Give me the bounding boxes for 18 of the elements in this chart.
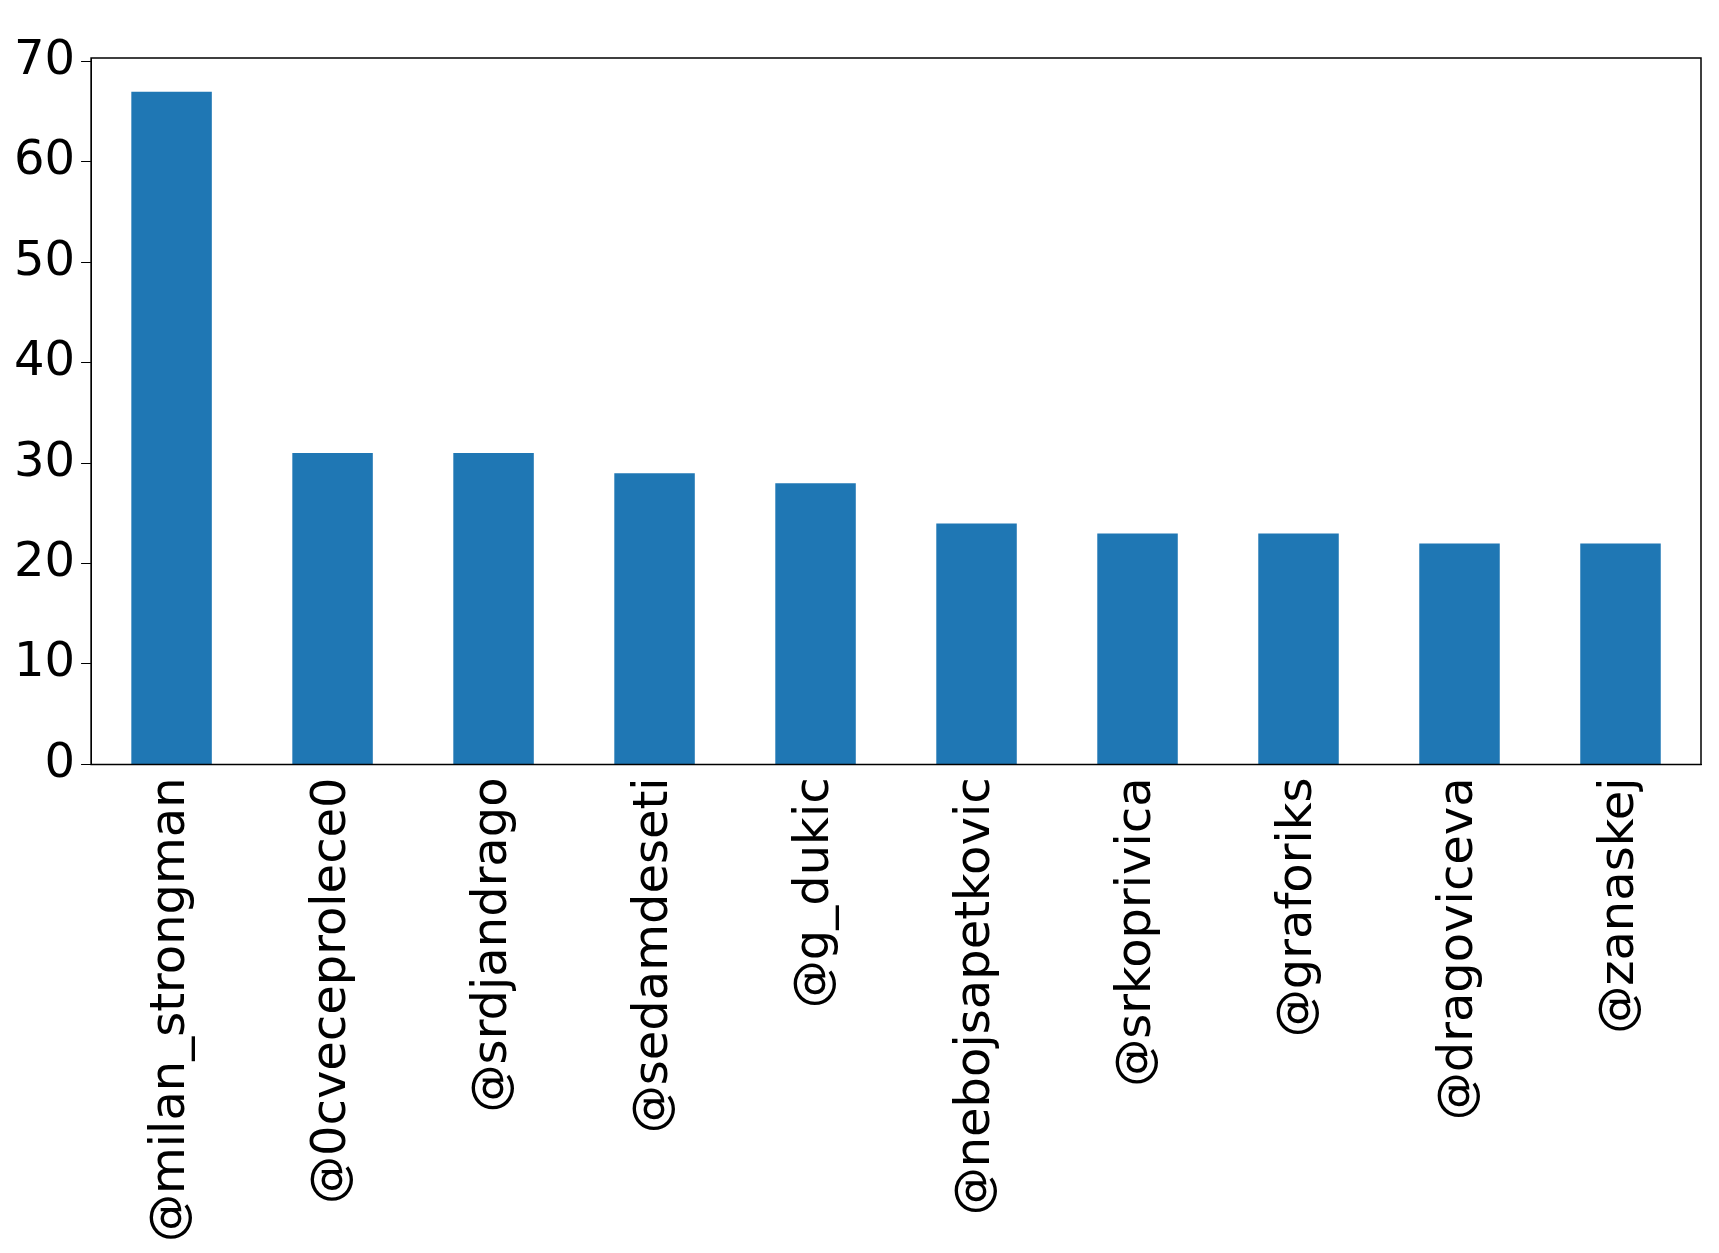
x-tick-label: @milan_strongman bbox=[139, 777, 196, 1242]
y-tick-label: 70 bbox=[14, 28, 76, 85]
y-tick-label: 60 bbox=[14, 129, 76, 186]
y-tick-label: 50 bbox=[14, 229, 76, 286]
x-tick-label: @g_dukic bbox=[783, 777, 840, 1009]
x-tick-label: @srdjandrago bbox=[461, 777, 518, 1113]
y-tick-label: 20 bbox=[14, 531, 76, 588]
x-tick-label: @sedamdeseti bbox=[622, 777, 679, 1134]
x-tick-label: @nebojsapetkovic bbox=[944, 777, 1000, 1216]
x-tick-label: @dragoviceva bbox=[1426, 777, 1483, 1121]
x-tick-label: @graforiks bbox=[1265, 777, 1322, 1038]
y-tick-label: 0 bbox=[44, 731, 76, 788]
x-tick-label: @srkoprivica bbox=[1105, 777, 1161, 1087]
y-tick-label: 40 bbox=[14, 330, 76, 387]
y-tick-label: 30 bbox=[14, 430, 76, 487]
x-tick-label: @zanaskej bbox=[1587, 777, 1644, 1034]
x-tick-label: @0cveceprolece0 bbox=[300, 777, 357, 1205]
y-tick-label: 10 bbox=[14, 631, 76, 688]
